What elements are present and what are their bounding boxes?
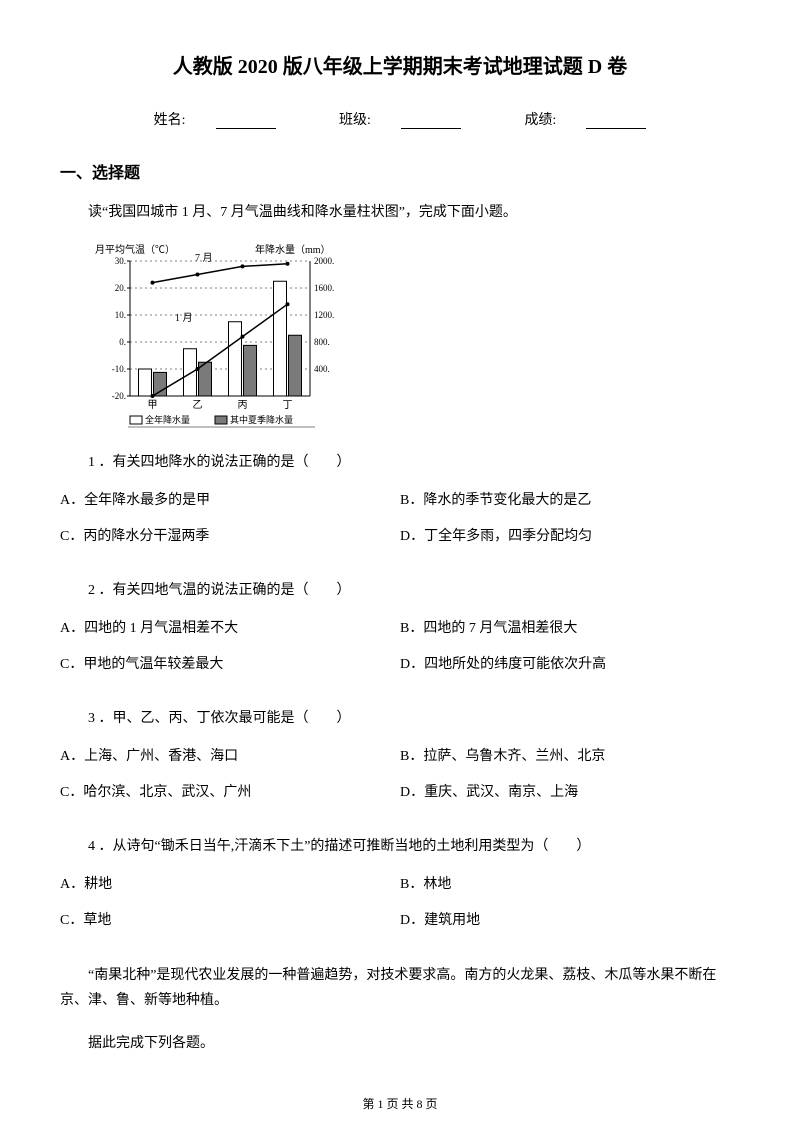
right-axis-label: 年降水量（mm） <box>255 243 331 256</box>
svg-text:-20.: -20. <box>112 391 126 401</box>
question-4-options: A．耕地 B．林地 C．草地 D．建筑用地 <box>60 873 740 945</box>
score-label: 成绩: <box>509 113 661 128</box>
svg-text:甲: 甲 <box>148 400 158 411</box>
page-footer: 第 1 页 共 8 页 <box>0 1095 800 1112</box>
legend-annual: 全年降水量 <box>145 414 190 425</box>
info-line: 姓名: 班级: 成绩: <box>60 109 740 129</box>
intro-text: 读“我国四城市 1 月、7 月气温曲线和降水量柱状图”，完成下面小题。 <box>60 201 740 221</box>
q4-option-d: D．建筑用地 <box>400 909 740 929</box>
svg-text:800.: 800. <box>314 337 330 347</box>
month-1-label: 1 月 <box>175 312 193 324</box>
month-7-label: 7 月 <box>195 252 213 264</box>
svg-text:-10.: -10. <box>112 364 126 374</box>
q1-option-d: D．丁全年多雨，四季分配均匀 <box>400 525 740 545</box>
q4-option-a: A．耕地 <box>60 873 400 893</box>
paragraph-2: 据此完成下列各题。 <box>60 1031 740 1056</box>
svg-text:丙: 丙 <box>238 400 248 411</box>
question-2: 2 ．有关四地气温的说法正确的是（ ） <box>60 579 740 599</box>
q1-option-b: B．降水的季节变化最大的是乙 <box>400 489 740 509</box>
q3-option-a: A．上海、广州、香港、海口 <box>60 745 400 765</box>
name-label: 姓名: <box>139 113 291 128</box>
svg-text:10.: 10. <box>115 310 126 320</box>
left-axis-label: 月平均气温（℃） <box>95 243 175 256</box>
q2-option-d: D．四地所处的纬度可能依次升高 <box>400 653 740 673</box>
svg-text:丁: 丁 <box>283 400 293 411</box>
svg-text:30.: 30. <box>115 256 126 266</box>
svg-text:0.: 0. <box>119 337 126 347</box>
svg-text:2000.: 2000. <box>314 256 334 266</box>
q1-option-c: C．丙的降水分干湿两季 <box>60 525 400 545</box>
svg-text:1600.: 1600. <box>314 283 334 293</box>
paragraph-1: “南果北种”是现代农业发展的一种普遍趋势，对技术要求高。南方的火龙果、荔枝、木瓜… <box>60 963 740 1013</box>
svg-text:400.: 400. <box>314 364 330 374</box>
climate-chart: 月平均气温（℃） 年降水量（mm） 7 月 30. 20. 10. 0. -10. -20… <box>90 241 370 431</box>
question-2-options: A．四地的 1 月气温相差不大 B．四地的 7 月气温相差很大 C．甲地的气温年… <box>60 617 740 689</box>
q4-option-b: B．林地 <box>400 873 740 893</box>
question-1-options: A．全年降水最多的是甲 B．降水的季节变化最大的是乙 C．丙的降水分干湿两季 D… <box>60 489 740 561</box>
section-header: 一、选择题 <box>60 159 740 183</box>
question-4: 4 ．从诗句“锄禾日当午,汗滴禾下土”的描述可推断当地的土地利用类型为（ ） <box>60 835 740 855</box>
question-3: 3 ．甲、乙、丙、丁依次最可能是（ ） <box>60 707 740 727</box>
question-1: 1 ．有关四地降水的说法正确的是（ ） <box>60 451 740 471</box>
q3-option-b: B．拉萨、乌鲁木齐、兰州、北京 <box>400 745 740 765</box>
question-3-options: A．上海、广州、香港、海口 B．拉萨、乌鲁木齐、兰州、北京 C．哈尔滨、北京、武… <box>60 745 740 817</box>
svg-text:1200.: 1200. <box>314 310 334 320</box>
legend-summer: 其中夏季降水量 <box>230 414 293 425</box>
q2-option-c: C．甲地的气温年较差最大 <box>60 653 400 673</box>
q3-option-c: C．哈尔滨、北京、武汉、广州 <box>60 781 400 801</box>
q2-option-b: B．四地的 7 月气温相差很大 <box>400 617 740 637</box>
svg-text:乙: 乙 <box>193 399 203 411</box>
class-label: 班级: <box>324 113 476 128</box>
q1-option-a: A．全年降水最多的是甲 <box>60 489 400 509</box>
svg-text:20.: 20. <box>115 283 126 293</box>
q4-option-c: C．草地 <box>60 909 400 929</box>
q3-option-d: D．重庆、武汉、南京、上海 <box>400 781 740 801</box>
q2-option-a: A．四地的 1 月气温相差不大 <box>60 617 400 637</box>
page-title: 人教版 2020 版八年级上学期期末考试地理试题 D 卷 <box>60 50 740 79</box>
